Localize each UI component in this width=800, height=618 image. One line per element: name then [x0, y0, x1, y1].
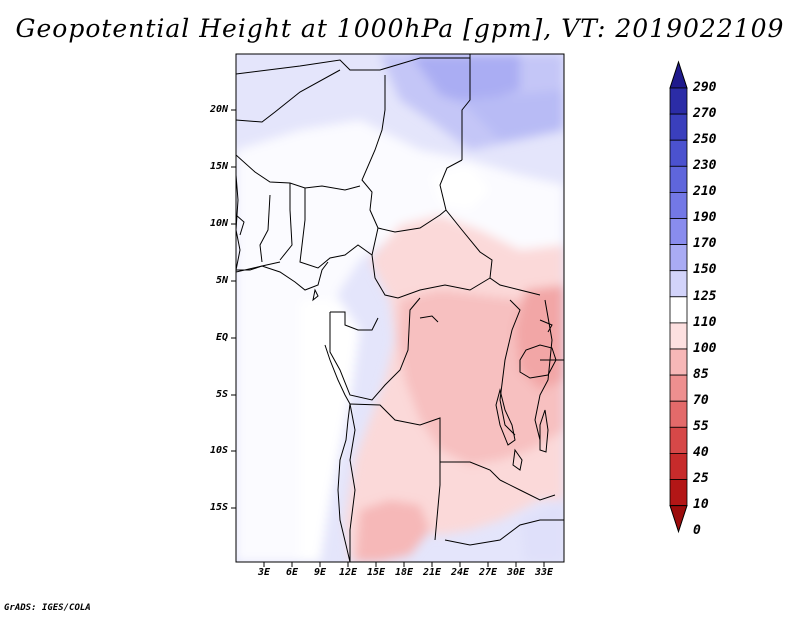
lon-label-9e: 9E: [313, 567, 327, 578]
lat-label-10s: 10S: [209, 445, 228, 456]
colorbar-label: 290: [693, 80, 717, 95]
lat-label-15s: 15S: [209, 502, 228, 513]
colorbar-label: 55: [693, 419, 709, 434]
lakes: [312, 288, 557, 471]
lat-label-15n: 15N: [209, 161, 228, 172]
lat-label-5n: 5N: [215, 275, 228, 286]
colorbar-swatch: [669, 244, 688, 272]
colorbar-swatch: [669, 60, 688, 89]
colorbar-swatch: [669, 191, 688, 219]
colorbar-label: 250: [693, 132, 717, 147]
colorbar-label: 110: [693, 315, 717, 330]
chart-title: Geopotential Height at 1000hPa [gpm], VT…: [15, 14, 785, 43]
colorbar-label: 100: [693, 341, 717, 356]
lon-label-24e: 24E: [450, 567, 470, 578]
colorbar-swatch: [669, 348, 688, 376]
colorbar-swatch: [669, 270, 688, 298]
lat-label-5s: 5S: [215, 389, 228, 400]
colorbar-swatch: [669, 139, 688, 167]
lat-label-10n: 10N: [209, 218, 228, 229]
colorbar-swatch: [669, 322, 688, 350]
grads-credit: GrADS: IGES/COLA: [4, 603, 91, 613]
colorbar-swatch: [669, 218, 688, 246]
lat-label-20n: 20N: [209, 104, 228, 115]
lon-label-33e: 33E: [534, 567, 554, 578]
colorbar-label: 270: [693, 106, 717, 121]
lon-label-12e: 12E: [338, 567, 358, 578]
colorbar-label: 10: [693, 497, 709, 512]
lon-label-18e: 18E: [394, 567, 414, 578]
coastline: [236, 174, 351, 562]
colorbar-label: 210: [693, 184, 717, 199]
lat-label-eq: EQ: [215, 332, 228, 343]
colorbar-swatch: [669, 113, 688, 141]
colorbar-swatch: [669, 165, 688, 193]
map-plot-area: [236, 54, 564, 562]
colorbar-swatch: [669, 87, 688, 115]
colorbar-label: 190: [693, 210, 717, 225]
map-frame: [235, 53, 565, 563]
colorbar-label: 70: [693, 393, 709, 408]
colorbar-swatch: [669, 452, 688, 480]
colorbar-label: 85: [693, 367, 709, 382]
colorbar-swatch: [669, 296, 688, 324]
colorbar-swatch: [669, 505, 688, 534]
colorbar-label: 125: [693, 289, 717, 304]
lon-label-15e: 15E: [366, 567, 386, 578]
lon-label-3e: 3E: [257, 567, 271, 578]
colorbar-label: 230: [693, 158, 717, 173]
colorbar-swatch: [669, 400, 688, 428]
lon-label-6e: 6E: [285, 567, 299, 578]
axis-ticks: [231, 109, 545, 567]
colorbar: [669, 60, 688, 534]
lon-label-30e: 30E: [506, 567, 526, 578]
lon-label-27e: 27E: [478, 567, 498, 578]
colorbar-label: 0: [693, 523, 701, 538]
colorbar-swatch: [669, 479, 688, 507]
colorbar-label: 150: [693, 262, 717, 277]
colorbar-label: 25: [693, 471, 709, 486]
colorbar-label: 170: [693, 236, 717, 251]
colorbar-swatch: [669, 426, 688, 454]
lon-label-21e: 21E: [422, 567, 442, 578]
colorbar-label: 40: [693, 445, 709, 460]
colorbar-swatch: [669, 374, 688, 402]
country-boundaries: [236, 54, 564, 562]
